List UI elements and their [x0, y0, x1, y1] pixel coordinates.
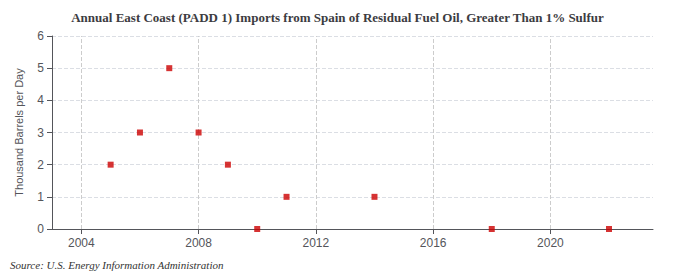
svg-text:3: 3: [37, 126, 44, 140]
svg-text:Thousand Barrels per Day: Thousand Barrels per Day: [13, 68, 25, 197]
svg-text:5: 5: [37, 61, 44, 75]
svg-text:2012: 2012: [303, 236, 330, 250]
svg-text:4: 4: [37, 93, 44, 107]
svg-text:0: 0: [37, 222, 44, 236]
svg-text:2: 2: [37, 158, 44, 172]
svg-text:6: 6: [37, 29, 44, 43]
svg-text:2016: 2016: [420, 236, 447, 250]
svg-text:1: 1: [37, 190, 44, 204]
svg-text:2004: 2004: [68, 236, 95, 250]
svg-text:2008: 2008: [185, 236, 212, 250]
svg-text:2020: 2020: [537, 236, 564, 250]
svg-text:Source: U.S. Energy Informatio: Source: U.S. Energy Information Administ…: [10, 259, 224, 271]
svg-text:Annual East Coast (PADD 1) Imp: Annual East Coast (PADD 1) Imports from …: [71, 10, 604, 25]
